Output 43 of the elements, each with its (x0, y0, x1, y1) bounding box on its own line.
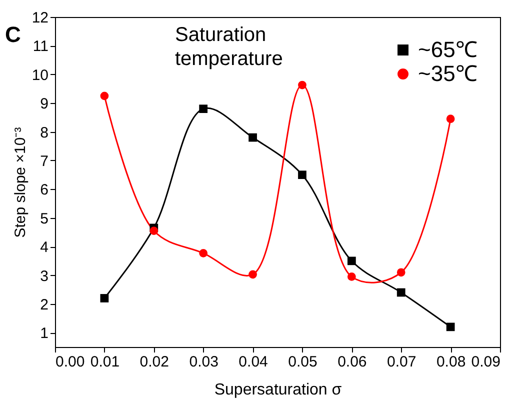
point (199, 104, 208, 114)
x-tick-label: 0.00 (56, 354, 85, 370)
y-tick-label: 8 (40, 124, 48, 142)
legend-title: Saturation temperature (175, 24, 283, 70)
point (100, 294, 109, 302)
point (446, 322, 455, 332)
x-axis-title: Supersaturation σ (214, 382, 342, 398)
y-tick-label: 11 (32, 38, 48, 56)
point (298, 80, 306, 90)
y-tick-label: 2 (40, 296, 48, 314)
x-tick-label: 0.03 (189, 354, 218, 370)
x-tick-label: 0.04 (238, 354, 268, 370)
x-tick-label: 0.05 (288, 354, 318, 370)
y-tick-label: 6 (40, 182, 48, 199)
point (396, 268, 406, 277)
point (248, 270, 257, 279)
x-tick-label: 0.07 (387, 354, 416, 370)
y-tick-label: 3 (40, 268, 48, 285)
point (446, 114, 455, 124)
legend-label: ~35℃ (418, 61, 478, 86)
y-axis-title: Step slope ×10⁻³ (12, 127, 29, 238)
x-tick-label: 0.01 (90, 354, 120, 370)
point (150, 226, 158, 235)
x-tick-label: 0.08 (436, 354, 466, 370)
point (298, 170, 306, 180)
point (248, 133, 257, 142)
point (199, 248, 208, 258)
point (396, 288, 406, 297)
y-tick-label: 9 (40, 96, 48, 113)
y-tick-label: 4 (40, 239, 48, 256)
point (347, 272, 356, 281)
x-tick-label: 0.02 (140, 354, 169, 370)
x-tick-label: 0.06 (338, 354, 367, 370)
y-tick-label: 7 (40, 152, 48, 170)
y-tick-label: 10 (32, 66, 48, 84)
point (347, 256, 356, 266)
legend-label: ~65℃ (418, 37, 478, 62)
y-tick-label: 5 (40, 210, 48, 228)
text: C (5, 22, 21, 47)
y-tick-label: 12 (32, 10, 48, 26)
point (100, 92, 109, 100)
x-tick-label: 0.09 (471, 354, 500, 370)
y-tick-label: 1 (40, 325, 48, 342)
